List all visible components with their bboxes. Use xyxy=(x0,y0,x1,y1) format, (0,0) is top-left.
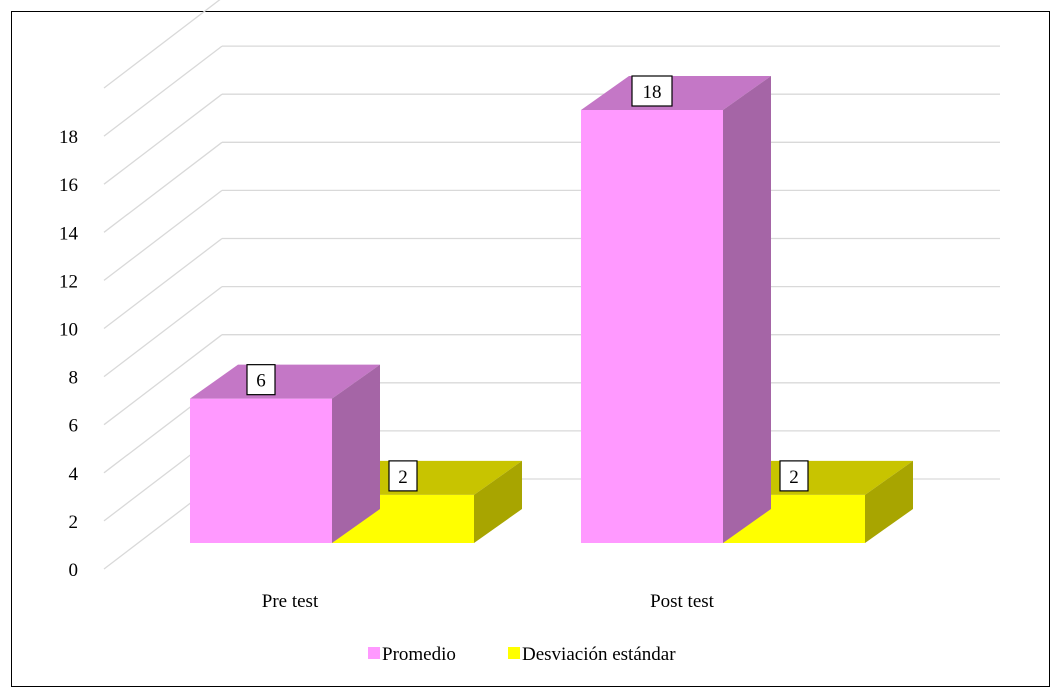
bar-promedio-1-top xyxy=(581,76,771,110)
data-label-text: 2 xyxy=(398,467,408,488)
y-tick-label: 6 xyxy=(69,416,79,437)
legend-label: Desviación estándar xyxy=(522,644,676,665)
legend-label: Promedio xyxy=(382,644,456,665)
gridline-side xyxy=(103,334,223,426)
data-label-text: 6 xyxy=(256,371,266,392)
y-tick-label: 12 xyxy=(59,271,78,292)
legend-swatch xyxy=(508,647,520,659)
gridline-side xyxy=(103,189,223,281)
data-label-text: 18 xyxy=(643,82,662,103)
y-tick-label: 16 xyxy=(59,175,78,196)
data-label: 6 xyxy=(246,364,276,396)
bar-promedio-0-front xyxy=(190,398,332,543)
data-label-text: 2 xyxy=(789,467,799,488)
data-label-box xyxy=(631,75,673,107)
data-label-box xyxy=(388,460,418,492)
bar-promedio-1-side xyxy=(723,76,771,543)
bar-desviaci-n-est-ndar-1-side xyxy=(865,460,913,543)
data-label-box xyxy=(246,364,276,396)
y-tick-label: 14 xyxy=(59,223,79,244)
data-label-box xyxy=(779,460,809,492)
gridline-side xyxy=(103,237,223,330)
bar-promedio-0-side xyxy=(332,364,380,543)
legend-item: Promedio xyxy=(368,644,456,665)
category-label: Post test xyxy=(650,591,715,612)
bar-promedio-0-top xyxy=(190,364,380,399)
legend-item: Desviación estándar xyxy=(508,644,676,665)
y-tick-label: 18 xyxy=(59,127,78,148)
gridline-side xyxy=(103,141,223,233)
gridline-side xyxy=(103,45,223,137)
gridline-side xyxy=(103,0,221,89)
y-tick-label: 8 xyxy=(69,368,79,389)
gridline-side xyxy=(103,93,223,185)
data-label: 2 xyxy=(779,460,809,492)
bar-promedio-1 xyxy=(581,76,771,543)
data-label: 18 xyxy=(631,75,673,107)
y-tick-label: 2 xyxy=(69,512,79,533)
data-label: 2 xyxy=(388,460,418,492)
bar-desviaci-n-est-ndar-0-side xyxy=(474,460,522,543)
category-label: Pre test xyxy=(262,591,319,612)
gridline-side xyxy=(103,286,223,378)
y-tick-label: 4 xyxy=(69,464,79,485)
y-tick-label: 10 xyxy=(59,320,78,341)
legend-swatch xyxy=(368,647,380,659)
bar-promedio-1-front xyxy=(581,110,723,543)
bar-promedio-0 xyxy=(190,364,380,543)
y-tick-label: 0 xyxy=(69,560,79,581)
